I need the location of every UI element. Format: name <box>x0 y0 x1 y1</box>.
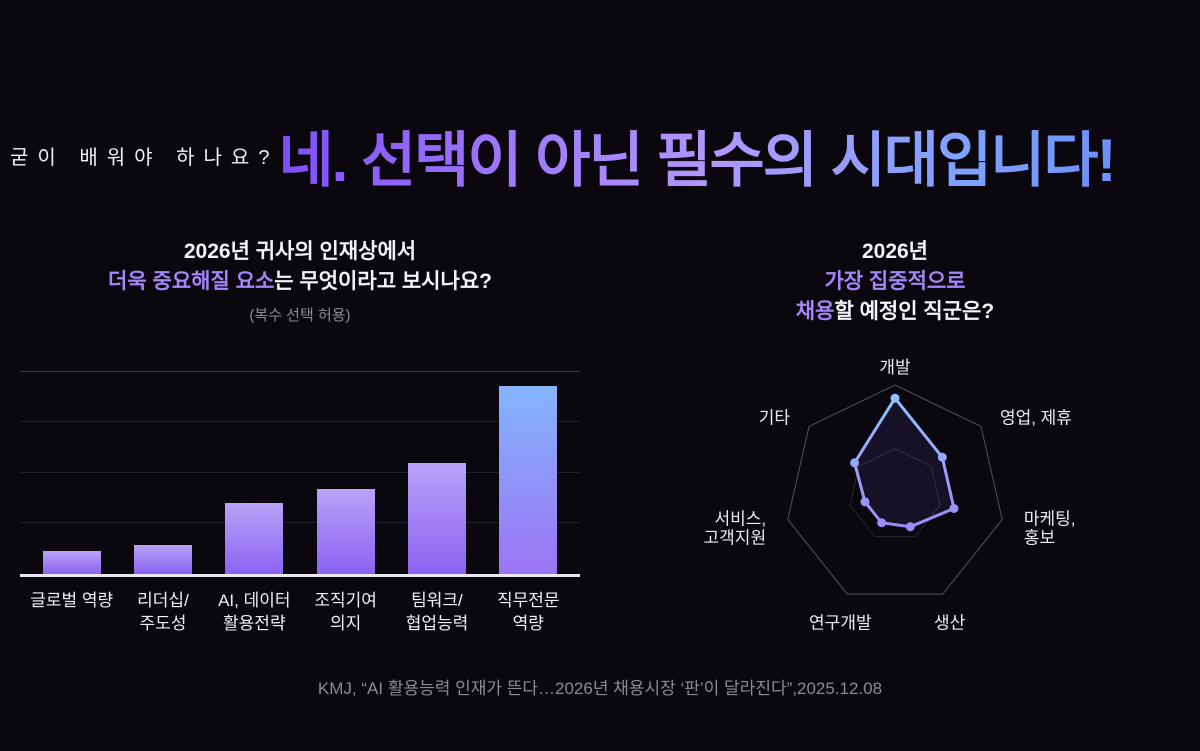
radar-data-point <box>890 394 900 404</box>
radar-chart-title-line1-text: 2026년 <box>861 240 929 263</box>
radar-chart-title-line2: 가장 집중적으로 <box>680 267 1110 297</box>
bar-chart-subtitle: (복수 선택 허용) <box>249 306 351 324</box>
bar-3 <box>225 502 284 574</box>
bar-chart-title-line2: 더욱 중요해질 요소는 무엇이라고 보시나요? <box>20 267 580 297</box>
bar-chart-plot-area <box>20 370 580 577</box>
radar-data-point <box>949 504 959 514</box>
bar-column <box>117 372 208 574</box>
bar-2 <box>133 545 192 574</box>
radar-grid-ring <box>787 384 1003 596</box>
bar-6 <box>499 385 558 574</box>
bar-4 <box>316 488 375 574</box>
radar-chart-title-line2-text: 가장 집중적으로 <box>824 269 966 293</box>
bar-chart-category-labels: 글로벌 역량 리더십/주도성 AI, 데이터 활용전략 조직기여 의지 팀워크/협업능력 직무… <box>20 590 580 636</box>
radar-axis-label: 개발 <box>879 358 911 377</box>
bar-chart-gridline <box>20 471 580 473</box>
bar-chart-gridline <box>20 421 580 423</box>
bar-chart-title: 2026년 귀사의 인재상에서 더욱 중요해질 요소는 무엇이라고 보시나요? <box>20 237 580 297</box>
radar-axis-label: 생산 <box>934 614 966 633</box>
bar-chart-title-line1: 2026년 귀사의 인재상에서 <box>20 237 580 267</box>
bar-column <box>391 372 482 574</box>
radar-axis-label: 영업, 제휴 <box>1000 409 1072 428</box>
bar-column <box>483 372 574 574</box>
main-title: 네. 선택이 아닌 필수의 시대입니다! <box>278 112 1116 199</box>
bar-category-label: 직무전문 역량 <box>497 590 560 633</box>
bar-chart-title-highlight: 더욱 중요해질 요소 <box>108 269 275 293</box>
bar-1 <box>42 551 101 574</box>
radar-chart-title-line3: 채용할 예정인 직군은? <box>680 297 1110 327</box>
radar-data-point <box>850 458 860 468</box>
bar-column <box>300 372 391 574</box>
bar-chart-title-line1-text: 2026년 귀사의 인재상에서 <box>183 240 417 263</box>
radar-data-point <box>905 522 915 532</box>
bar-category-label: 리더십/주도성 <box>137 590 189 633</box>
bar-category-label: AI, 데이터 활용전략 <box>218 590 291 633</box>
radar-data-point <box>937 453 947 463</box>
bar-category-label: 글로벌 역량 <box>30 590 114 610</box>
bar-column <box>209 372 300 574</box>
bar-chart-section: 2026년 귀사의 인재상에서 더욱 중요해질 요소는 무엇이라고 보시나요? … <box>20 237 580 636</box>
radar-data-polygon <box>853 397 956 529</box>
header: 굳이 배워야 하나요? 네. 선택이 아닌 필수의 시대입니다! <box>0 110 1200 200</box>
bar-chart-gridline <box>20 370 580 372</box>
radar-axis-label: 마케팅, 홍보 <box>1024 510 1076 548</box>
radar-chart-title-line1: 2026년 <box>680 237 1110 267</box>
radar-data-point <box>860 497 870 507</box>
bar-chart-gridline <box>20 522 580 524</box>
bar-category-label: 팀워크/협업능력 <box>405 590 469 633</box>
radar-chart-title-line3-rest: 할 예정인 직군은? <box>834 299 995 323</box>
bar-column <box>26 372 117 574</box>
radar-data-point <box>877 518 887 528</box>
bar-5 <box>407 462 466 574</box>
source-citation: KMJ, “AI 활용능력 인재가 뜬다…2026년 채용시장 ‘판’이 달라진… <box>317 679 883 698</box>
radar-axis-label: 연구개발 <box>809 614 872 633</box>
bar-chart: 글로벌 역량 리더십/주도성 AI, 데이터 활용전략 조직기여 의지 팀워크/협업능력 직무… <box>20 370 580 636</box>
header-question-text: 굳이 배워야 하나요? <box>10 146 279 169</box>
radar-chart-title-highlight: 채용 <box>795 299 835 323</box>
bar-chart-title-line2-rest: 는 무엇이라고 보시나요? <box>274 269 492 293</box>
radar-axis-label: 서비스, 고객지원 <box>704 510 767 548</box>
radar-chart-title: 2026년 가장 집중적으로 채용할 예정인 직군은? <box>680 237 1110 326</box>
radar-axis-label: 기타 <box>759 409 791 428</box>
bar-category-label: 조직기여 의지 <box>314 590 377 633</box>
